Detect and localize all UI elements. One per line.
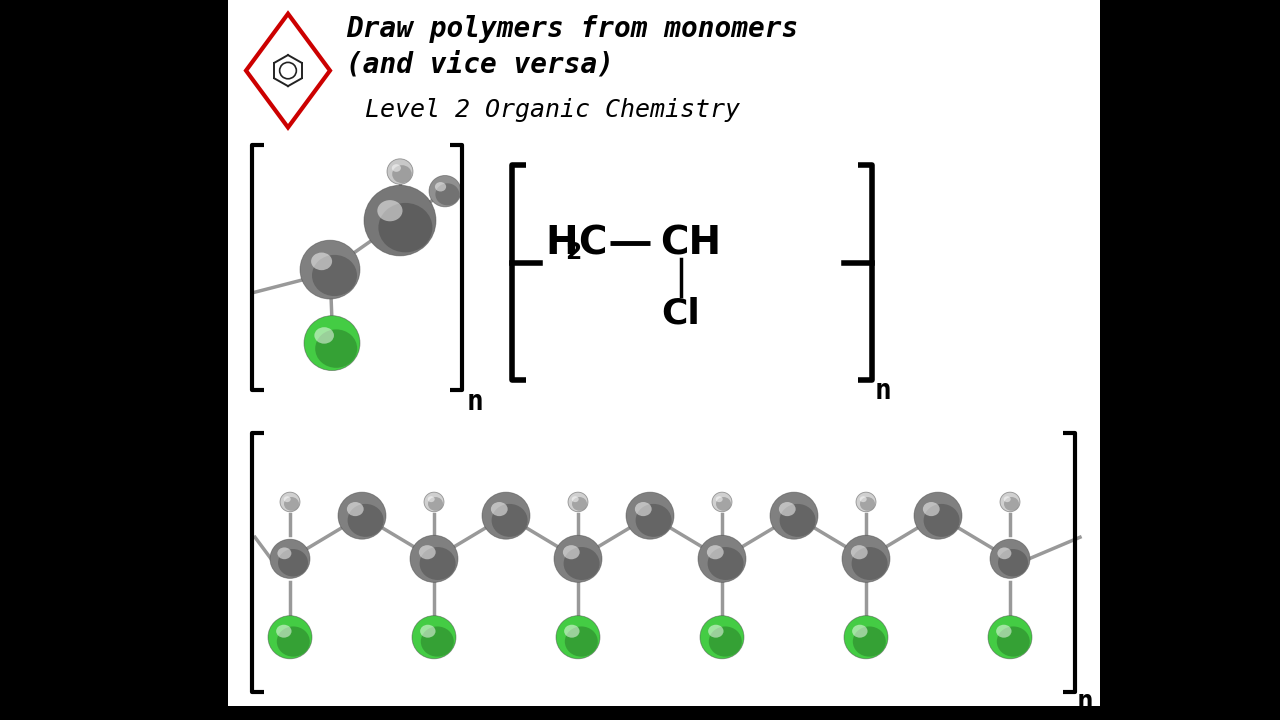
Ellipse shape — [347, 502, 364, 516]
Ellipse shape — [429, 176, 461, 207]
Ellipse shape — [563, 547, 599, 580]
Ellipse shape — [435, 182, 447, 192]
Ellipse shape — [698, 535, 746, 582]
Text: C: C — [579, 224, 607, 262]
Ellipse shape — [988, 616, 1032, 659]
Ellipse shape — [379, 203, 433, 252]
Text: Draw polymers from monomers: Draw polymers from monomers — [346, 14, 799, 42]
Ellipse shape — [771, 492, 818, 539]
Ellipse shape — [707, 545, 723, 559]
Ellipse shape — [435, 184, 460, 205]
Ellipse shape — [392, 165, 412, 183]
Ellipse shape — [997, 547, 1011, 559]
Polygon shape — [246, 14, 330, 127]
Ellipse shape — [712, 492, 732, 512]
Ellipse shape — [1000, 492, 1020, 512]
Ellipse shape — [483, 492, 530, 539]
Ellipse shape — [914, 492, 963, 539]
Ellipse shape — [268, 616, 312, 659]
Text: H: H — [545, 224, 577, 262]
Ellipse shape — [626, 492, 675, 539]
Ellipse shape — [428, 497, 443, 510]
Text: 2: 2 — [564, 241, 581, 264]
Ellipse shape — [1004, 496, 1011, 502]
Ellipse shape — [378, 200, 402, 221]
Ellipse shape — [280, 492, 300, 512]
Ellipse shape — [554, 535, 602, 582]
Ellipse shape — [564, 625, 580, 638]
Ellipse shape — [572, 497, 588, 510]
Ellipse shape — [420, 547, 456, 580]
Ellipse shape — [996, 625, 1011, 638]
Ellipse shape — [412, 616, 456, 659]
Ellipse shape — [842, 535, 890, 582]
Ellipse shape — [492, 502, 508, 516]
Ellipse shape — [998, 549, 1028, 577]
Ellipse shape — [284, 496, 291, 502]
Ellipse shape — [860, 497, 876, 510]
Ellipse shape — [709, 626, 742, 657]
Ellipse shape — [278, 547, 292, 559]
Ellipse shape — [420, 625, 435, 638]
Ellipse shape — [923, 502, 940, 516]
Ellipse shape — [556, 616, 600, 659]
Ellipse shape — [852, 626, 886, 657]
Ellipse shape — [989, 539, 1030, 578]
Ellipse shape — [276, 625, 292, 638]
Text: n: n — [1076, 688, 1093, 716]
Ellipse shape — [387, 159, 413, 184]
Ellipse shape — [419, 545, 435, 559]
Bar — [228, 0, 1100, 706]
Ellipse shape — [708, 625, 723, 638]
Text: CH: CH — [660, 224, 721, 262]
Ellipse shape — [844, 616, 888, 659]
Ellipse shape — [780, 504, 815, 537]
Ellipse shape — [856, 492, 876, 512]
Ellipse shape — [276, 626, 310, 657]
Text: Cl: Cl — [662, 297, 700, 330]
Ellipse shape — [700, 616, 744, 659]
Ellipse shape — [270, 539, 310, 578]
Ellipse shape — [851, 545, 868, 559]
Ellipse shape — [924, 504, 960, 537]
Ellipse shape — [348, 504, 384, 537]
Ellipse shape — [300, 240, 360, 299]
Ellipse shape — [635, 502, 652, 516]
Ellipse shape — [492, 504, 527, 537]
Ellipse shape — [338, 492, 387, 539]
Ellipse shape — [716, 496, 723, 502]
Ellipse shape — [278, 549, 308, 577]
Ellipse shape — [1004, 497, 1019, 510]
Ellipse shape — [860, 496, 867, 502]
Ellipse shape — [997, 626, 1030, 657]
Ellipse shape — [852, 625, 868, 638]
Ellipse shape — [305, 315, 360, 371]
Ellipse shape — [364, 185, 436, 256]
Ellipse shape — [708, 547, 744, 580]
Text: n: n — [876, 377, 892, 405]
Ellipse shape — [284, 497, 300, 510]
Ellipse shape — [315, 327, 334, 343]
Text: n: n — [467, 388, 484, 416]
Ellipse shape — [568, 492, 588, 512]
Ellipse shape — [315, 330, 357, 368]
Ellipse shape — [428, 496, 435, 502]
Ellipse shape — [563, 545, 580, 559]
Ellipse shape — [564, 626, 598, 657]
Text: (and vice versa): (and vice versa) — [346, 51, 614, 79]
Text: Level 2 Organic Chemistry: Level 2 Organic Chemistry — [365, 98, 740, 122]
Ellipse shape — [716, 497, 731, 510]
Ellipse shape — [392, 164, 401, 172]
Ellipse shape — [636, 504, 672, 537]
Ellipse shape — [312, 255, 357, 296]
Ellipse shape — [421, 626, 454, 657]
Ellipse shape — [572, 496, 579, 502]
Ellipse shape — [311, 253, 332, 270]
Ellipse shape — [424, 492, 444, 512]
Ellipse shape — [851, 547, 887, 580]
Ellipse shape — [410, 535, 458, 582]
Ellipse shape — [778, 502, 796, 516]
